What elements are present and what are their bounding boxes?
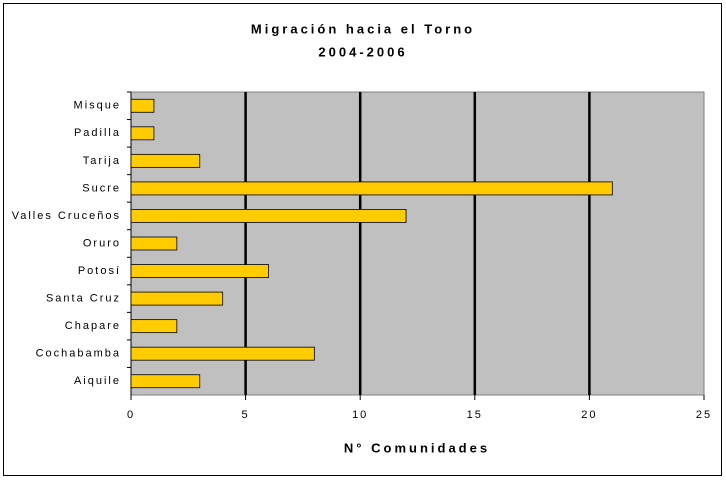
bar: [130, 153, 201, 168]
bar: [130, 346, 315, 361]
bar: [130, 181, 613, 196]
chart-title: Migración hacia el Torno: [251, 21, 475, 36]
x-tick-label: 20: [581, 409, 597, 421]
bar: [130, 209, 407, 223]
bar: [130, 98, 155, 113]
y-tick-label: Potosí: [78, 265, 121, 277]
x-tick-label: 5: [242, 409, 250, 421]
chart-subtitle: 2004-2006: [318, 44, 407, 59]
x-tick-label: 15: [467, 409, 483, 421]
x-tick-label: 10: [352, 409, 368, 421]
y-tick-label: Oruro: [83, 237, 121, 249]
y-tick-label: Chapare: [65, 320, 121, 332]
y-tick-label: Santa Cruz: [46, 292, 121, 304]
bar: [130, 126, 155, 141]
plot-area: [130, 91, 705, 396]
bar: [130, 291, 224, 306]
bar: [130, 319, 178, 334]
y-tick-label: Cochabamba: [36, 348, 121, 360]
y-tick-label: Sucre: [82, 182, 121, 194]
x-axis-label: N° Comunidades: [344, 440, 490, 455]
y-tick-label: Aiquile: [74, 375, 121, 387]
y-tick-label: Valles Cruceños: [12, 210, 121, 222]
x-tick-label: 0: [127, 409, 135, 421]
bar: [130, 264, 269, 278]
x-tick-label: 25: [696, 409, 712, 421]
y-tick-label: Misque: [74, 100, 121, 112]
y-tick-label: Padilla: [74, 127, 121, 139]
bar: [130, 236, 178, 251]
y-tick-label: Tarija: [83, 155, 121, 167]
bar: [130, 374, 201, 389]
